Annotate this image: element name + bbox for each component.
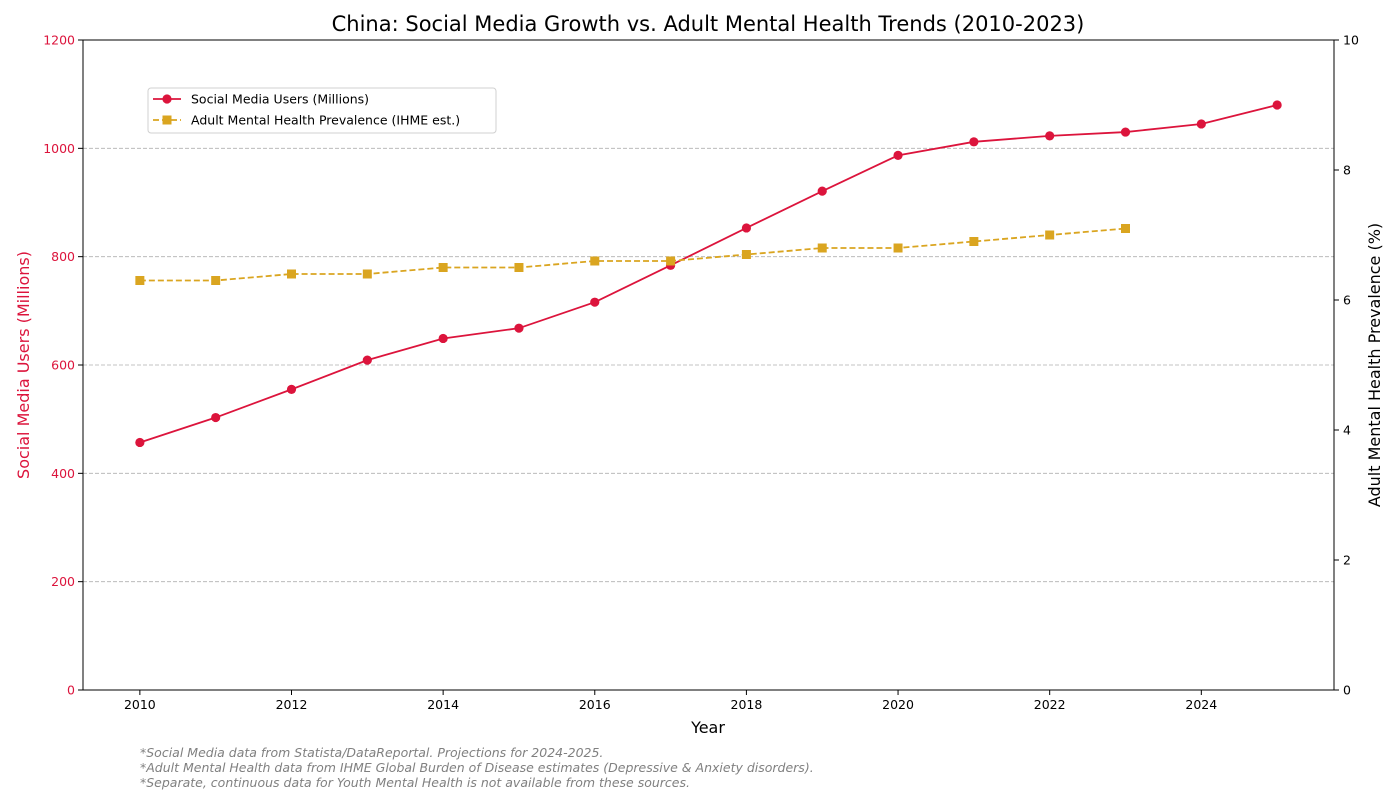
data-point: [362, 269, 372, 279]
legend-label: Social Media Users (Millions): [191, 92, 369, 107]
footnote: *Separate, continuous data for Youth Men…: [140, 775, 690, 790]
axes: 2010 2012 2014 2016 2018 2020 2022 202402004006…: [43, 33, 1359, 713]
data-point: [969, 137, 979, 147]
left-y-tick-label: 1200: [43, 33, 75, 48]
left-y-tick-label: 0: [67, 683, 75, 698]
legend-box: [147, 87, 497, 134]
left-y-tick-label: 1000: [43, 141, 75, 156]
data-point: [590, 256, 600, 266]
data-point: [1045, 230, 1055, 240]
right-y-axis-label: Adult Mental Health Prevalence (%): [1365, 223, 1384, 507]
footnote: *Social Media data from Statista/DataRep…: [140, 745, 604, 760]
left-y-tick-label: 800: [51, 249, 75, 264]
data-point: [514, 263, 524, 272]
data-point: [1045, 131, 1055, 141]
legend-marker: [162, 94, 172, 104]
right-y-tick-label: 2: [1343, 553, 1351, 568]
legend: Social Media Users (Millions) Adult Menta…: [147, 87, 497, 134]
left-y-tick-label: 200: [51, 574, 75, 589]
x-axis-label: Year: [690, 718, 725, 737]
data-point: [590, 297, 600, 307]
data-point: [893, 150, 903, 160]
chart-title: China: Social Media Growth vs. Adult Men…: [332, 12, 1085, 36]
series-layer: [135, 100, 1282, 448]
data-point: [969, 237, 979, 246]
legend-label: Adult Mental Health Prevalence (IHME est…: [191, 113, 460, 128]
series-line-2: [139, 227, 1126, 282]
data-point: [893, 243, 903, 253]
data-point: [287, 269, 296, 279]
left-y-tick-label: 400: [51, 466, 75, 481]
data-point: [1121, 224, 1130, 233]
data-point: [666, 256, 676, 266]
footnotes: *Social Media data from Statista/DataRep…: [140, 745, 1340, 790]
data-point: [741, 223, 752, 233]
data-point: [1272, 100, 1282, 110]
x-tick-label: 2024: [1185, 697, 1217, 712]
footnote: *Adult Mental Health data from IHME Glob…: [140, 760, 814, 775]
legend-marker: [162, 115, 172, 125]
gridlines: [83, 147, 1334, 583]
left-y-tick-label: 600: [51, 358, 75, 373]
x-tick-label: 2012: [276, 697, 308, 712]
series-line-1: [139, 104, 1278, 444]
right-y-tick-label: 10: [1343, 33, 1359, 48]
right-y-tick-label: 4: [1343, 423, 1351, 438]
right-y-tick-label: 6: [1343, 293, 1351, 308]
x-tick-label: 2014: [427, 697, 459, 712]
x-tick-label: 2010: [124, 697, 156, 712]
x-tick-label: 2022: [1034, 697, 1066, 712]
data-point: [135, 276, 145, 285]
data-point: [1196, 119, 1206, 129]
data-point: [514, 323, 524, 333]
x-tick-label: 2018: [731, 697, 763, 712]
left-y-axis-label: Social Media Users (Millions): [14, 251, 33, 479]
x-tick-label: 2016: [579, 697, 611, 712]
data-point: [286, 384, 297, 394]
right-y-tick-label: 8: [1343, 163, 1351, 178]
data-point: [741, 250, 751, 259]
data-point: [135, 437, 145, 448]
data-point: [438, 263, 448, 272]
right-y-tick-label: 0: [1343, 683, 1351, 698]
data-point: [211, 276, 221, 285]
x-tick-label: 2020: [882, 697, 914, 712]
data-point: [817, 186, 827, 196]
data-point: [362, 355, 372, 365]
data-point: [817, 243, 827, 253]
data-point: [1120, 127, 1131, 137]
data-point: [211, 412, 221, 423]
data-point: [438, 333, 448, 344]
